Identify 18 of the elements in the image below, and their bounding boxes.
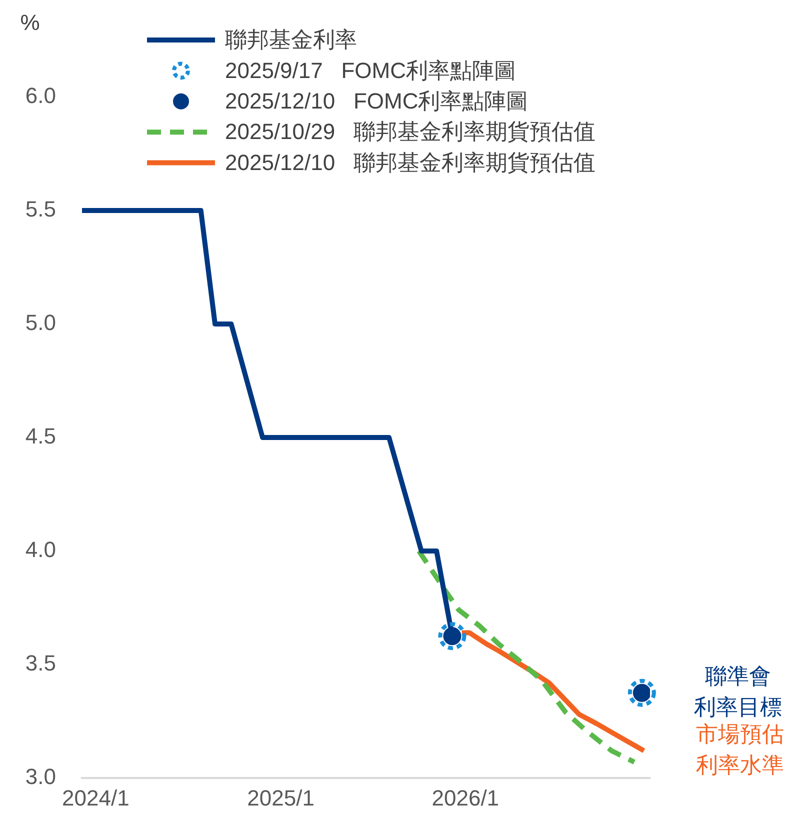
legend-label: 聯邦基金利率 xyxy=(225,27,357,52)
y-tick-label: 4.5 xyxy=(25,424,56,449)
y-axis-title: % xyxy=(20,10,40,36)
y-tick-label: 5.5 xyxy=(25,196,56,222)
y-tick-label: 5.0 xyxy=(25,310,56,336)
x-tick-label: 2026/1 xyxy=(432,785,500,810)
x-tick-label: 2024/1 xyxy=(62,785,130,810)
legend-label: 2025/12/10 聯邦基金利率期貨預估值 xyxy=(225,150,596,175)
annotation: 聯準會利率目標 xyxy=(694,663,782,720)
y-tick-label: 3.0 xyxy=(25,764,56,790)
y-tick-label: 4.0 xyxy=(25,537,56,562)
y-tick-label: 3.5 xyxy=(25,650,56,676)
y-tick-label: 6.0 xyxy=(25,83,56,108)
legend-label: 2025/10/29 聯邦基金利率期貨預估值 xyxy=(225,119,596,144)
legend-label: 2025/12/10 FOMC利率點陣圖 xyxy=(225,88,528,114)
annotation: 市場預估利率水準 xyxy=(696,721,784,778)
legend-label: 2025/9/17 FOMC利率點陣圖 xyxy=(225,58,516,83)
x-tick-label: 2025/1 xyxy=(247,785,314,810)
